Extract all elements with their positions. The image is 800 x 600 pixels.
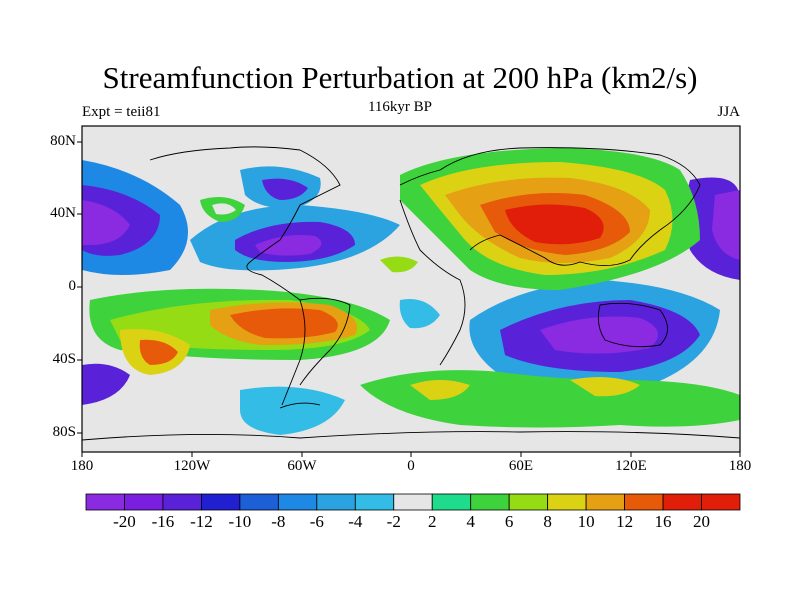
colorbar-box (701, 493, 741, 511)
contour-field (82, 126, 740, 452)
axis-ticks (77, 141, 741, 457)
colorbar-label: -12 (190, 512, 213, 531)
lon-label-120w: 120W (173, 458, 211, 474)
lon-label-120e: 120E (615, 458, 647, 474)
lon-label-180w: 180 (70, 458, 94, 474)
colorbar-box (662, 493, 702, 511)
colorbar-box (470, 493, 510, 511)
lat-label-eq: 0 (68, 278, 77, 294)
lon-label-0: 0 (407, 458, 415, 474)
colorbar-box (508, 493, 549, 511)
colorbar-label: -20 (113, 512, 136, 531)
colorbar-box (624, 493, 664, 511)
colorbar-label: 6 (504, 512, 514, 531)
colorbar-box (277, 493, 318, 511)
colorbar-box (354, 493, 395, 511)
colorbar-box (201, 493, 241, 511)
colorbar-label: 8 (543, 512, 552, 531)
coastlines (82, 146, 740, 441)
colorbar-box (393, 493, 433, 511)
colorbar-label: 12 (616, 512, 634, 531)
lon-label-60e: 60E (508, 458, 534, 474)
colorbar-box (547, 493, 587, 511)
colorbar-box (162, 493, 202, 511)
lat-label-40s: 40S (52, 351, 76, 367)
period-label: 116kyr BP (367, 99, 433, 115)
colorbar-label: -4 (348, 512, 363, 531)
colorbar-label: 4 (466, 512, 475, 531)
colorbar-label: -6 (309, 512, 324, 531)
colorbar-label: -10 (228, 512, 252, 531)
season-label: JJA (717, 104, 740, 120)
lat-label-40n: 40N (50, 205, 76, 221)
colorbar-label: 20 (693, 512, 711, 531)
colorbar-box (316, 493, 356, 511)
colorbar-box (85, 493, 125, 511)
colorbar-label: -2 (386, 512, 401, 531)
colorbar-label: -16 (151, 512, 175, 531)
colorbar-box (431, 493, 472, 511)
colorbar-label: 16 (654, 512, 672, 531)
neg-southern (240, 386, 345, 435)
colorbar-label: -8 (271, 512, 286, 531)
lon-label-60w: 60W (287, 458, 317, 474)
plot-title: Streamfunction Perturbation at 200 hPa (… (102, 60, 698, 95)
colorbar (85, 493, 741, 511)
lat-label-80s: 80S (52, 424, 76, 440)
colorbar-label: 2 (427, 512, 437, 531)
experiment-label: Expt = teii81 (82, 104, 161, 120)
lon-label-180e: 180 (728, 458, 752, 474)
colorbar-box (585, 493, 625, 511)
colorbar-box (124, 493, 164, 511)
colorbar-label: 10 (577, 512, 595, 531)
lat-label-80n: 80N (50, 133, 76, 149)
colorbar-box (239, 493, 279, 511)
